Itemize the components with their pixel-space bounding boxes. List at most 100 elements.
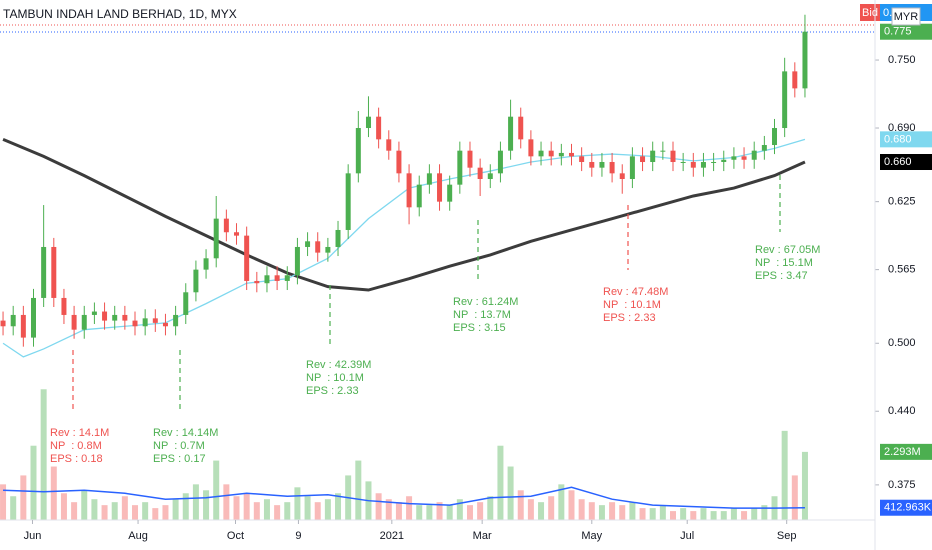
volume-bar bbox=[162, 505, 169, 520]
volume-bar bbox=[304, 496, 311, 520]
candle-body bbox=[650, 150, 656, 163]
volume-bar bbox=[669, 511, 676, 520]
volume-bar bbox=[801, 451, 808, 520]
candle-body bbox=[315, 241, 321, 253]
volume-bar bbox=[446, 505, 453, 520]
candle-body bbox=[467, 150, 473, 168]
volume-bar bbox=[253, 502, 260, 520]
volume-bar bbox=[406, 496, 413, 520]
volume-bar bbox=[355, 460, 362, 520]
candle-body bbox=[599, 162, 605, 168]
candle-body bbox=[213, 218, 219, 259]
candle-body bbox=[711, 162, 717, 164]
volume-bar bbox=[10, 496, 17, 520]
price-tag-label: 0.660 bbox=[884, 156, 912, 168]
volume-bar bbox=[751, 508, 758, 520]
candle-body bbox=[497, 150, 503, 174]
candle-body bbox=[376, 116, 382, 140]
candle-body bbox=[660, 150, 666, 152]
volume-bar bbox=[223, 484, 230, 520]
volume-bar bbox=[395, 502, 402, 520]
candle-body bbox=[41, 246, 47, 298]
bid-label: Bid bbox=[862, 7, 878, 19]
candle-body bbox=[294, 246, 300, 276]
earnings-text: NP : 10.1M bbox=[603, 299, 661, 311]
chart-title: TAMBUN INDAH LAND BERHAD, 1D, MYX bbox=[3, 7, 237, 21]
earnings-text: NP : 15.1M bbox=[755, 257, 813, 269]
candle-body bbox=[223, 218, 229, 233]
candle-body bbox=[487, 173, 493, 179]
candle-body bbox=[102, 311, 108, 321]
currency-box[interactable] bbox=[891, 7, 921, 26]
volume-bar bbox=[700, 508, 707, 520]
candle-body bbox=[30, 297, 36, 338]
price-tag-label: 0.775 bbox=[884, 26, 912, 38]
earnings-text: NP : 0.8M bbox=[50, 440, 102, 452]
volume-bar bbox=[609, 502, 616, 520]
earnings-text: EPS : 2.33 bbox=[306, 385, 359, 397]
earnings-text: Rev : 14.1M bbox=[50, 427, 109, 439]
x-tick-label: Sep bbox=[777, 530, 797, 542]
volume-bar bbox=[527, 499, 534, 520]
candle-body bbox=[548, 150, 554, 157]
candle-body bbox=[782, 71, 788, 129]
price-tag bbox=[880, 154, 932, 171]
volume-bar bbox=[233, 496, 240, 520]
volume-bar bbox=[497, 445, 504, 520]
candle-body bbox=[325, 246, 331, 253]
y-tick-label: 0.750 bbox=[888, 54, 916, 66]
earnings-text: Rev : 61.24M bbox=[453, 296, 518, 308]
candle-body bbox=[386, 139, 392, 151]
volume-bar bbox=[60, 493, 67, 520]
candle-body bbox=[558, 152, 564, 157]
candle-body bbox=[579, 156, 585, 163]
earnings-text: NP : 13.7M bbox=[453, 309, 511, 321]
volume-bar bbox=[690, 511, 697, 520]
volume-ma-line bbox=[3, 486, 805, 509]
candle-body bbox=[609, 162, 615, 174]
candle-body bbox=[10, 314, 16, 327]
volume-bar bbox=[730, 508, 737, 520]
candle-body bbox=[162, 322, 168, 327]
candle-body bbox=[152, 318, 158, 323]
candle-body bbox=[700, 162, 706, 168]
earnings-text: EPS : 0.17 bbox=[153, 453, 206, 465]
candle-body bbox=[508, 116, 514, 151]
candle-body bbox=[629, 156, 635, 179]
candle-body bbox=[670, 150, 676, 163]
x-tick-label: Aug bbox=[128, 530, 148, 542]
volume-bar bbox=[456, 499, 463, 520]
volume-bar bbox=[294, 487, 301, 520]
volume-bar bbox=[619, 505, 626, 520]
earnings-text: EPS : 3.15 bbox=[453, 322, 506, 334]
candle-body bbox=[772, 128, 778, 146]
volume-bar bbox=[649, 508, 656, 520]
volume-bar bbox=[639, 508, 646, 520]
currency: MYR bbox=[894, 11, 919, 23]
volume-bar bbox=[243, 493, 250, 520]
volume-bar bbox=[791, 475, 798, 520]
volume-bar bbox=[182, 493, 189, 520]
candle-body bbox=[690, 162, 696, 168]
candle-body bbox=[518, 116, 524, 140]
volume-bar bbox=[568, 490, 575, 520]
volume-bar bbox=[20, 475, 27, 520]
price-tag-label: 412.963K bbox=[884, 502, 932, 514]
candle-body bbox=[264, 275, 270, 284]
candle-body bbox=[254, 280, 260, 284]
volume-bar bbox=[477, 502, 484, 520]
volume-bar bbox=[314, 502, 321, 520]
volume-bar bbox=[152, 508, 159, 520]
volume-bar bbox=[203, 490, 210, 520]
volume-bar bbox=[426, 505, 433, 520]
candle-body bbox=[406, 173, 412, 208]
candle-body bbox=[721, 159, 727, 163]
volume-bar bbox=[213, 460, 220, 520]
volume-bar bbox=[659, 505, 666, 520]
volume-bar bbox=[436, 502, 443, 520]
moving-average bbox=[2, 137, 806, 292]
volume-bar bbox=[40, 389, 47, 520]
volume-bar bbox=[548, 496, 555, 520]
candle-body bbox=[761, 145, 767, 151]
candle-body bbox=[426, 173, 432, 185]
